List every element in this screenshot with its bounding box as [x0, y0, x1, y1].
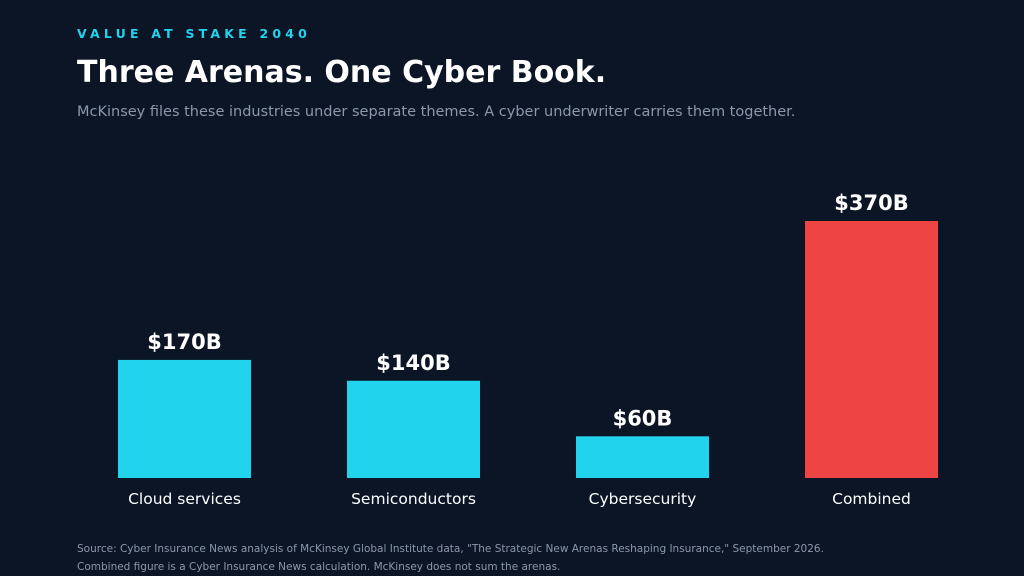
bar-combined — [805, 221, 938, 478]
bar-cloud-services — [118, 359, 251, 478]
category-label-cloud-services: Cloud services — [128, 490, 241, 508]
value-label-cybersecurity: $60B — [613, 406, 673, 430]
page-subtitle: McKinsey files these industries under se… — [77, 104, 796, 120]
category-label-cybersecurity: Cybersecurity — [589, 490, 697, 508]
source-note: Source: Cyber Insurance News analysis of… — [77, 540, 824, 576]
value-label-combined: $370B — [834, 191, 908, 215]
bar-semiconductors — [347, 380, 480, 478]
category-label-combined: Combined — [832, 490, 911, 508]
source-line-2: Combined figure is a Cyber Insurance New… — [77, 561, 561, 573]
page-title: Three Arenas. One Cyber Book. — [77, 55, 607, 90]
value-label-semiconductors: $140B — [376, 351, 450, 375]
source-line-1: Source: Cyber Insurance News analysis of… — [77, 543, 824, 555]
category-label-semiconductors: Semiconductors — [351, 490, 476, 508]
value-label-cloud-services: $170B — [147, 330, 221, 354]
eyebrow-label: VALUE AT STAKE 2040 — [77, 26, 312, 41]
bar-cybersecurity — [576, 436, 709, 478]
